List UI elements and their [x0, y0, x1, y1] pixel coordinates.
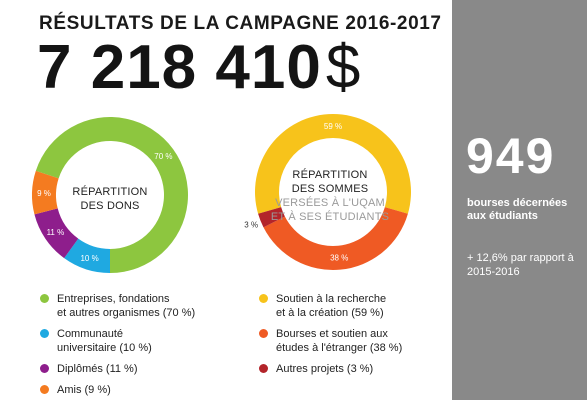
scholarships-note: + 12,6% par rapport à 2015-2016: [467, 252, 574, 278]
currency-symbol: $: [325, 33, 362, 102]
slice-label: 10 %: [80, 254, 98, 263]
legend-dot: [259, 329, 268, 338]
slice-label: 11 %: [47, 228, 65, 237]
legend-item-recherche: Soutien à la recherche et à la création …: [259, 292, 449, 320]
campaign-results-panel: RÉSULTATS DE LA CAMPAGNE 2016-2017 7 218…: [32, 13, 449, 396]
legend-item-diplomes: Diplômés (11 %): [40, 362, 240, 376]
legend-dot: [40, 329, 49, 338]
donut-slice: [32, 170, 59, 215]
donut-slice: [263, 207, 408, 270]
allocation-donut-chart: 59 % 38 % 3 %: [244, 113, 411, 270]
legend-item-communaute: Communauté universitaire (10 %): [40, 327, 240, 355]
page-title: RÉSULTATS DE LA CAMPAGNE 2016-2017: [39, 13, 442, 34]
legend-item-bourses: Bourses et soutien aux études à l'étrang…: [259, 327, 449, 355]
donations-legend: Entreprises, fondations et autres organi…: [40, 292, 240, 404]
slice-label: 3 %: [244, 220, 258, 229]
slice-label: 59 %: [324, 122, 342, 131]
donut-slice: [64, 238, 110, 273]
campaign-total-amount: 7 218 410: [37, 33, 322, 102]
donut-slice: [35, 117, 188, 274]
legend-item-amis: Amis (9 %): [40, 383, 240, 397]
legend-dot: [40, 294, 49, 303]
scholarships-sidebar: 949 bourses décernées aux étudiants + 12…: [452, 0, 587, 400]
legend-dot: [259, 364, 268, 373]
slice-label: 70 %: [154, 152, 172, 161]
slice-label: 9 %: [37, 189, 51, 198]
scholarships-label: bourses décernées aux étudiants: [467, 197, 568, 222]
legend-dot: [40, 364, 49, 373]
scholarships-count: 949: [466, 128, 556, 184]
legend-dot: [259, 294, 268, 303]
legend-dot: [40, 385, 49, 394]
donut-slice: [258, 207, 285, 228]
legend-item-entreprises: Entreprises, fondations et autres organi…: [40, 292, 240, 320]
allocation-center-label: RÉPARTITION DES SOMMES VERSÉES À L'UQAM …: [270, 169, 390, 223]
legend-item-autres: Autres projets (3 %): [259, 362, 449, 376]
donut-slice: [34, 208, 79, 259]
campaign-total: 7 218 410$: [37, 34, 361, 102]
donut-slice: [255, 113, 411, 214]
donations-center-label: RÉPARTITION DES DONS: [72, 186, 148, 212]
allocation-legend: Soutien à la recherche et à la création …: [259, 292, 449, 383]
donations-donut-chart: 70 % 10 % 11 % 9 %: [32, 117, 188, 274]
slice-label: 38 %: [330, 254, 348, 263]
